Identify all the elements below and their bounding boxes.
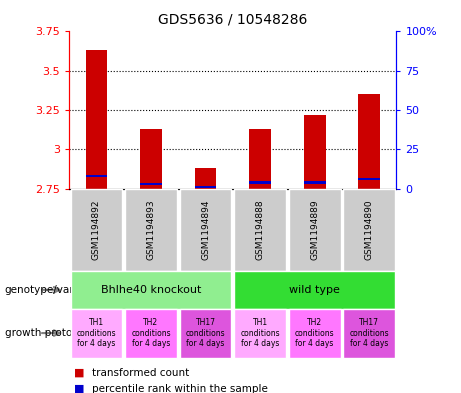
Bar [85,50,107,189]
Text: TH17
conditions
for 4 days: TH17 conditions for 4 days [186,318,225,348]
Bar [249,181,271,184]
Bar [140,183,162,185]
Text: ■: ■ [74,367,84,378]
Text: Bhlhe40 knockout: Bhlhe40 knockout [101,285,201,295]
Text: GSM1194890: GSM1194890 [365,200,374,260]
Text: growth protocol: growth protocol [5,328,87,338]
Text: TH2
conditions
for 4 days: TH2 conditions for 4 days [131,318,171,348]
Text: GSM1194892: GSM1194892 [92,200,101,260]
Title: GDS5636 / 10548286: GDS5636 / 10548286 [158,12,307,26]
Text: genotype/variation: genotype/variation [5,285,104,295]
Bar [304,181,325,184]
Text: transformed count: transformed count [92,367,189,378]
Text: GSM1194893: GSM1194893 [147,200,155,260]
Text: GSM1194888: GSM1194888 [255,200,265,260]
Text: TH17
conditions
for 4 days: TH17 conditions for 4 days [349,318,389,348]
Bar [195,186,217,188]
Text: TH2
conditions
for 4 days: TH2 conditions for 4 days [295,318,334,348]
Bar [195,168,217,189]
Bar [358,94,380,189]
Text: TH1
conditions
for 4 days: TH1 conditions for 4 days [240,318,280,348]
Text: wild type: wild type [289,285,340,295]
Text: GSM1194889: GSM1194889 [310,200,319,260]
Bar [304,115,325,189]
Bar [85,175,107,177]
Text: GSM1194894: GSM1194894 [201,200,210,260]
Bar [358,178,380,180]
Bar [249,129,271,189]
Text: TH1
conditions
for 4 days: TH1 conditions for 4 days [77,318,116,348]
Bar [140,129,162,189]
Text: ■: ■ [74,384,84,393]
Text: percentile rank within the sample: percentile rank within the sample [92,384,268,393]
